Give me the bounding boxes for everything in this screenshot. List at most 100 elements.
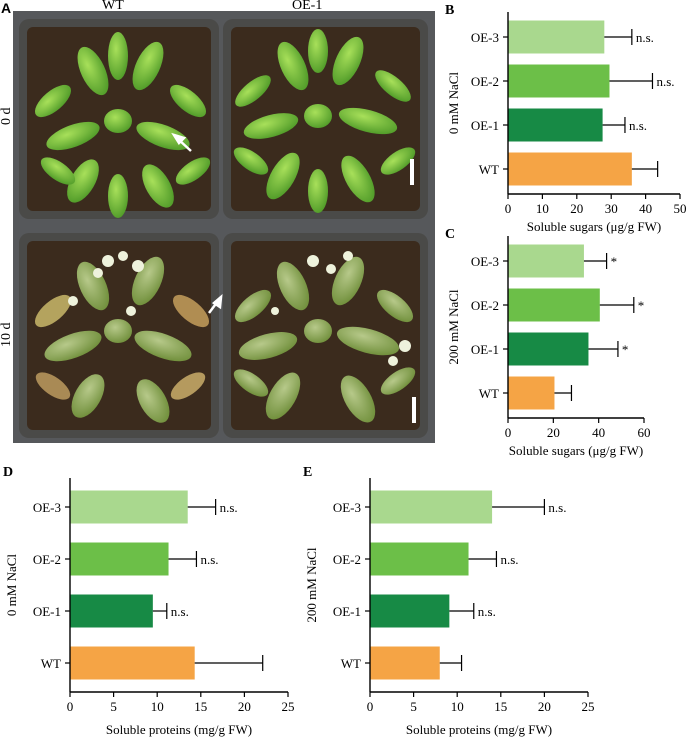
panel-a-letter: A xyxy=(1,0,12,16)
x-tick-label-b-30: 30 xyxy=(605,201,618,216)
category-label-b-oe-3: OE-3 xyxy=(471,30,499,45)
scale-bar-0d xyxy=(410,159,414,185)
category-label-b-oe-1: OE-1 xyxy=(471,118,499,133)
error-bar-d-oe-3 xyxy=(187,499,217,515)
annotation-e-oe-2: n.s. xyxy=(500,552,518,567)
bar-b-oe-1 xyxy=(508,108,603,142)
x-tick-label-e-5: 5 xyxy=(410,699,417,714)
category-label-e-oe-1: OE-1 xyxy=(333,604,361,619)
x-tick-label-d-0: 0 xyxy=(67,699,74,714)
category-label-d-oe-3: OE-3 xyxy=(33,500,61,515)
panel-b-letter: B xyxy=(445,3,454,18)
category-label-c-oe-1: OE-1 xyxy=(471,342,499,357)
category-label-b-wt: WT xyxy=(479,162,499,177)
photo-col-label-wt: WT xyxy=(102,0,124,13)
category-label-c-wt: WT xyxy=(479,386,499,401)
annotation-e-oe-3: n.s. xyxy=(548,500,566,515)
arrow-marker-10d xyxy=(208,294,223,314)
x-tick-label-c-60: 60 xyxy=(638,425,651,440)
error-bar-c-oe-1 xyxy=(588,341,619,357)
category-label-b-oe-2: OE-2 xyxy=(471,74,499,89)
category-label-e-oe-3: OE-3 xyxy=(333,500,361,515)
x-tick-label-c-20: 20 xyxy=(547,425,560,440)
bar-e-oe-2 xyxy=(370,542,469,576)
x-tick-label-d-20: 20 xyxy=(238,699,251,714)
annotation-b-oe-3: n.s. xyxy=(636,30,654,45)
category-label-e-wt: WT xyxy=(341,656,361,671)
scale-bar-10d xyxy=(412,397,416,423)
error-bar-c-oe-3 xyxy=(583,253,608,269)
panel-e-letter: E xyxy=(303,465,312,480)
plant-photo xyxy=(13,11,435,443)
bar-c-wt xyxy=(508,376,555,410)
photo-col-label-oe1: OE-1 xyxy=(292,0,323,13)
bar-c-oe-1 xyxy=(508,332,589,366)
category-label-c-oe-2: OE-2 xyxy=(471,298,499,313)
x-tick-label-e-0: 0 xyxy=(367,699,374,714)
bar-d-wt xyxy=(70,646,195,680)
error-bar-b-oe-3 xyxy=(604,29,633,45)
x-axis-label-c: Soluble sugars (μg/g FW) xyxy=(509,443,643,458)
annotation-d-oe-3: n.s. xyxy=(220,500,238,515)
panel-c-letter: C xyxy=(445,227,455,242)
category-label-d-wt: WT xyxy=(41,656,61,671)
x-tick-label-b-20: 20 xyxy=(570,201,583,216)
chart-panel-d: Dn.s. OE-3 n.s. OE-2 n.s. OE-1 WT 0 5 10 15 20 25 Sol… xyxy=(3,465,295,737)
error-bar-d-oe-1 xyxy=(152,603,168,619)
annotation-c-oe-3: * xyxy=(611,254,618,269)
x-tick-label-b-50: 50 xyxy=(674,201,687,216)
error-bar-e-wt xyxy=(439,655,463,671)
category-label-e-oe-2: OE-2 xyxy=(333,552,361,567)
bar-e-wt xyxy=(370,646,440,680)
photo-row-label-10d: 10 d xyxy=(0,322,14,348)
error-bar-b-oe-2 xyxy=(609,73,654,89)
y-axis-label-d: 0 mM NaCl xyxy=(4,554,19,617)
category-label-d-oe-2: OE-2 xyxy=(33,552,61,567)
error-bar-c-wt xyxy=(554,385,573,401)
rosette-oe1-10d xyxy=(233,256,416,423)
bar-b-oe-3 xyxy=(508,20,605,54)
y-axis-label-b: 0 mM NaCl xyxy=(446,72,461,135)
error-bar-e-oe-3 xyxy=(492,499,545,515)
error-bar-d-wt xyxy=(194,655,264,671)
flowers-oe1-10d xyxy=(271,251,411,366)
chart-panel-b: Bn.s. OE-3 n.s. OE-2 n.s. OE-1 WT 0 10 20 30 40 50 So… xyxy=(445,3,687,234)
bar-d-oe-3 xyxy=(70,490,188,524)
annotation-b-oe-1: n.s. xyxy=(629,118,647,133)
bar-e-oe-3 xyxy=(370,490,493,524)
rosette-oe1-0d xyxy=(233,29,416,213)
rosette-wt-0d xyxy=(34,32,211,218)
annotation-d-oe-2: n.s. xyxy=(200,552,218,567)
error-bar-c-oe-2 xyxy=(599,297,635,313)
photo-row-label-0d: 0 d xyxy=(0,107,14,126)
chart-panel-c: C * OE-3 * OE-2 * OE-1 WT 0 20 40 60 Soluble sugars … xyxy=(445,227,651,458)
error-bar-b-oe-1 xyxy=(602,117,626,133)
bar-c-oe-2 xyxy=(508,288,600,322)
arrow-marker-0d xyxy=(171,132,192,152)
bar-b-oe-2 xyxy=(508,64,610,98)
x-tick-label-b-0: 0 xyxy=(505,201,512,216)
x-tick-label-e-15: 15 xyxy=(494,699,507,714)
x-tick-label-d-10: 10 xyxy=(151,699,164,714)
error-bar-e-oe-1 xyxy=(449,603,475,619)
x-axis-label-e: Soluble proteins (mg/g FW) xyxy=(406,722,552,737)
annotation-b-oe-2: n.s. xyxy=(656,74,674,89)
x-tick-label-e-10: 10 xyxy=(451,699,464,714)
y-axis-label-c: 200 mM NaCl xyxy=(446,289,461,365)
x-tick-label-e-25: 25 xyxy=(582,699,595,714)
bar-d-oe-2 xyxy=(70,542,169,576)
chart-panel-e: En.s. OE-3 n.s. OE-2 n.s. OE-1 WT 0 5 10 15 20 25 Sol… xyxy=(303,465,595,737)
category-label-d-oe-1: OE-1 xyxy=(33,604,61,619)
error-bar-d-oe-2 xyxy=(168,551,198,567)
x-tick-label-c-40: 40 xyxy=(592,425,605,440)
bar-e-oe-1 xyxy=(370,594,450,628)
category-label-c-oe-3: OE-3 xyxy=(471,254,499,269)
x-tick-label-d-5: 5 xyxy=(110,699,117,714)
bar-b-wt xyxy=(508,152,632,186)
panel-d-letter: D xyxy=(3,465,13,480)
annotation-c-oe-2: * xyxy=(638,298,645,313)
annotation-e-oe-1: n.s. xyxy=(478,604,496,619)
x-tick-label-e-20: 20 xyxy=(538,699,551,714)
flowers-wt-10d xyxy=(68,251,144,316)
bar-c-oe-3 xyxy=(508,244,584,278)
